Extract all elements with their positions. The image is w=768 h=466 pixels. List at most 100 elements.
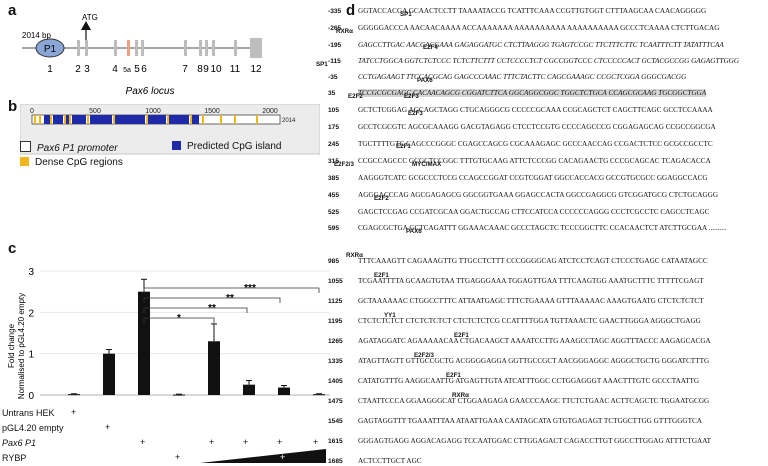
sequence-row: 1545 GAGTAGGTTT TGAAATTTAA ATAATTGAAA CAA… — [328, 417, 702, 426]
plus-rybp-wedge: + — [280, 452, 286, 462]
tf-binding-annotation: E2F2 — [374, 195, 389, 202]
tf-binding-annotation: PAX6 — [406, 228, 422, 235]
sequence-text: CCGCCAGCCC GCGCTCCGGC TTTGTGCAAG ATTCTCC… — [358, 157, 711, 165]
bar — [243, 384, 255, 395]
sequence-row: -115 TATCCTGGCA GGTCTCTCCC TCTCTTCTTT CCT… — [328, 57, 739, 66]
tf-binding-annotation: E2F1 — [374, 272, 389, 279]
sequence-row: 245 TGCTTTTGTC CAGCCCGGGC CGAGCCAGCG CGCA… — [328, 140, 713, 149]
exon-label-11: 11 — [230, 64, 241, 75]
exon-label-2: 2 — [75, 64, 81, 75]
bar — [208, 341, 220, 395]
tf-binding-annotation: MYC/MAX — [412, 161, 442, 168]
y-axis-label-2: Normalised to pGL4.20 empty — [17, 293, 26, 399]
rybp-gradient-wedge — [200, 449, 326, 463]
row-label-untrans: Untrans HEK — [2, 408, 55, 418]
sequence-row: 385 AAGGGTCATC GCGCCCTCCG CCAGCCGGAT CCGT… — [328, 174, 708, 183]
sequence-position: -115 — [328, 58, 341, 65]
bar — [173, 394, 185, 396]
tf-binding-annotation: SP1 — [400, 11, 412, 18]
legend-dense-cpg: Dense CpG regions — [20, 157, 123, 168]
exon-label-12: 12 — [250, 64, 262, 75]
bar — [103, 353, 115, 395]
y-axis-label-1: Fold change — [7, 323, 16, 368]
sequence-position: 1335 — [328, 358, 343, 365]
sequence-row: 985 TTTCAAAGTT CAGAAAGTTG TTGCCTCTTT CCCG… — [328, 257, 708, 266]
exon-label-10: 10 — [210, 64, 222, 75]
sequence-text: TGCTTTTGTC CAGCCCGGGC CGAGCCAGCG CGCAAAG… — [358, 140, 713, 148]
panel-b-label: b — [8, 98, 18, 115]
sequence-row: 1475 CTAATTCCCA GGAAGGGCAT CTGGAAGAGA GAA… — [328, 397, 709, 406]
p1-promoter-label: P1 — [44, 44, 57, 55]
plus-pax6-3: + — [243, 437, 249, 447]
sequence-text: CATATGTTTG AAGGCAATTG ATGAGTTGTA ATCATTT… — [358, 377, 700, 385]
sequence-row: 1055 TCGAATTTTA GCAAGTGTAA TTGAGGGAAA TGG… — [328, 277, 704, 286]
sequence-text: GCTAAAAAAC CTGGCCTTTC ATTAATGAGC TTTCTGA… — [358, 297, 704, 305]
row-label-rybp: RYBP — [2, 453, 27, 463]
sequence-text: CTCTCTCTCT CTCTCTCTCT CTCTCTCTCG CCATTTT… — [358, 317, 701, 325]
sequence-position: 35 — [328, 90, 336, 97]
tf-binding-annotation: RXRα — [336, 28, 353, 35]
y-tick-label: 3 — [28, 267, 34, 278]
sequence-row: 175 GCCTCGCGTC AGCGCAAAGG GACGTAGAGG CTCC… — [328, 123, 716, 132]
panel-a-label: a — [8, 2, 17, 19]
cpg-tick-1000: 1000 — [145, 108, 161, 115]
legend-promoter: Pax6 P1 promoter — [20, 141, 118, 154]
tf-binding-annotation: E2F3 — [404, 93, 419, 100]
sequence-text: GGGGGACCCA AACAACAAAA ACCAAAAAAA AAAAAAA… — [358, 24, 720, 32]
sequence-text: ACTCCTTGCT AGC — [358, 457, 422, 465]
exon-label-8: 8 — [197, 64, 203, 75]
sig-mark-3: ** — [226, 293, 234, 304]
sequence-position: 455 — [328, 192, 340, 199]
sequence-text: CCTGAGAAGT TTCCACGCAG GAGCCCAAAC TTTCTAC… — [358, 73, 687, 81]
legend-promoter-label: Pax6 P1 promoter — [37, 143, 118, 154]
sequence-row: 1125 GCTAAAAAAC CTGGCCTTTC ATTAATGAGC TTT… — [328, 297, 704, 306]
panel-d-label: d — [346, 2, 356, 19]
sequence-row: 1405 CATATGTTTG AAGGCAATTG ATGAGTTGTA ATC… — [328, 377, 699, 386]
sig-mark-4: *** — [244, 283, 256, 294]
locus-label: Pax6 locus — [126, 86, 175, 97]
exons — [77, 38, 262, 58]
sequence-text: TATCCTGGCA GGTCTCTCCC TCTCTTCTTT CCTCCCC… — [358, 57, 740, 65]
y-tick-label: 1 — [28, 350, 34, 361]
sequence-position: 385 — [328, 175, 340, 182]
sequence-row: 105 GCTCTCGGAG AGCAGCTAGG CTGCAGGGCG CCCC… — [328, 106, 713, 115]
sequence-position: 1615 — [328, 438, 343, 445]
plus-pax6-4: + — [277, 437, 283, 447]
sequence-row: -335 GGTACCACGA GCAACTCCTT TAAAATACCG TCA… — [328, 7, 706, 16]
sequence-position: 1405 — [328, 378, 343, 385]
exon-label-4: 4 — [112, 64, 118, 75]
cpg-map: 0 500 1000 1500 2000 2014 — [20, 104, 320, 155]
sequence-position: 1195 — [328, 318, 343, 325]
significance-brackets — [143, 287, 320, 323]
legend-cpg-island: Predicted CpG island — [172, 141, 282, 152]
sequence-position: 525 — [328, 209, 340, 216]
exon-label-5a: 5a — [123, 67, 131, 74]
sequence-row: 315 CCGCCAGCCC GCGCTCCGGC TTTGTGCAAG ATTC… — [328, 157, 711, 166]
sequence-row: 1685 ACTCCTTGCT AGC — [328, 457, 422, 466]
sequence-position: 1125 — [328, 298, 343, 305]
sequence-position: -265 — [328, 25, 342, 32]
plus-pax6-1: + — [140, 437, 146, 447]
sequence-text: GGTACCACGA GCAACTCCTT TAAAATACCG TCATTTC… — [358, 7, 707, 15]
atg-label: ATG — [82, 13, 98, 22]
sequence-position: 1265 — [328, 338, 343, 345]
cpg-end-tick: 2014 — [282, 118, 296, 124]
sequence-position: 1545 — [328, 418, 343, 425]
exon-label-1: 1 — [47, 64, 53, 75]
sequence-row: -265 GGGGGACCCA AACAACAAAA ACCAAAAAAA AAA… — [328, 24, 719, 33]
sequence-row: -35 CCTGAGAAGT TTCCACGCAG GAGCCCAAAC TTTC… — [328, 73, 686, 82]
sequence-position: 1475 — [328, 398, 343, 405]
cpg-tick-1500: 1500 — [204, 108, 220, 115]
tf-binding-annotation: E2F1 — [396, 143, 411, 150]
tf-binding-annotation: E2F3 — [408, 110, 423, 117]
sequence-position: 315 — [328, 158, 340, 165]
y-tick-label: 0 — [28, 391, 34, 402]
sequence-text: ATAGTTAGTT GTTGCCGCTG ACGGGGAGGA GGTTGCC… — [358, 357, 710, 365]
bar — [138, 291, 150, 395]
sig-mark-1: * — [177, 313, 181, 324]
row-label-pgl4: pGL4.20 empty — [2, 423, 64, 433]
sequence-row: 525 GAGCTCCGAG CCGATCGCAA GGACTGCCAG CTTC… — [328, 208, 709, 217]
plus-rybp: + — [175, 452, 181, 462]
sequence-row: 595 CGAGCGCTGA GCTCAGATTT GGAAACAAAC GCCC… — [328, 224, 727, 233]
legend-swatch-promoter — [20, 141, 31, 152]
